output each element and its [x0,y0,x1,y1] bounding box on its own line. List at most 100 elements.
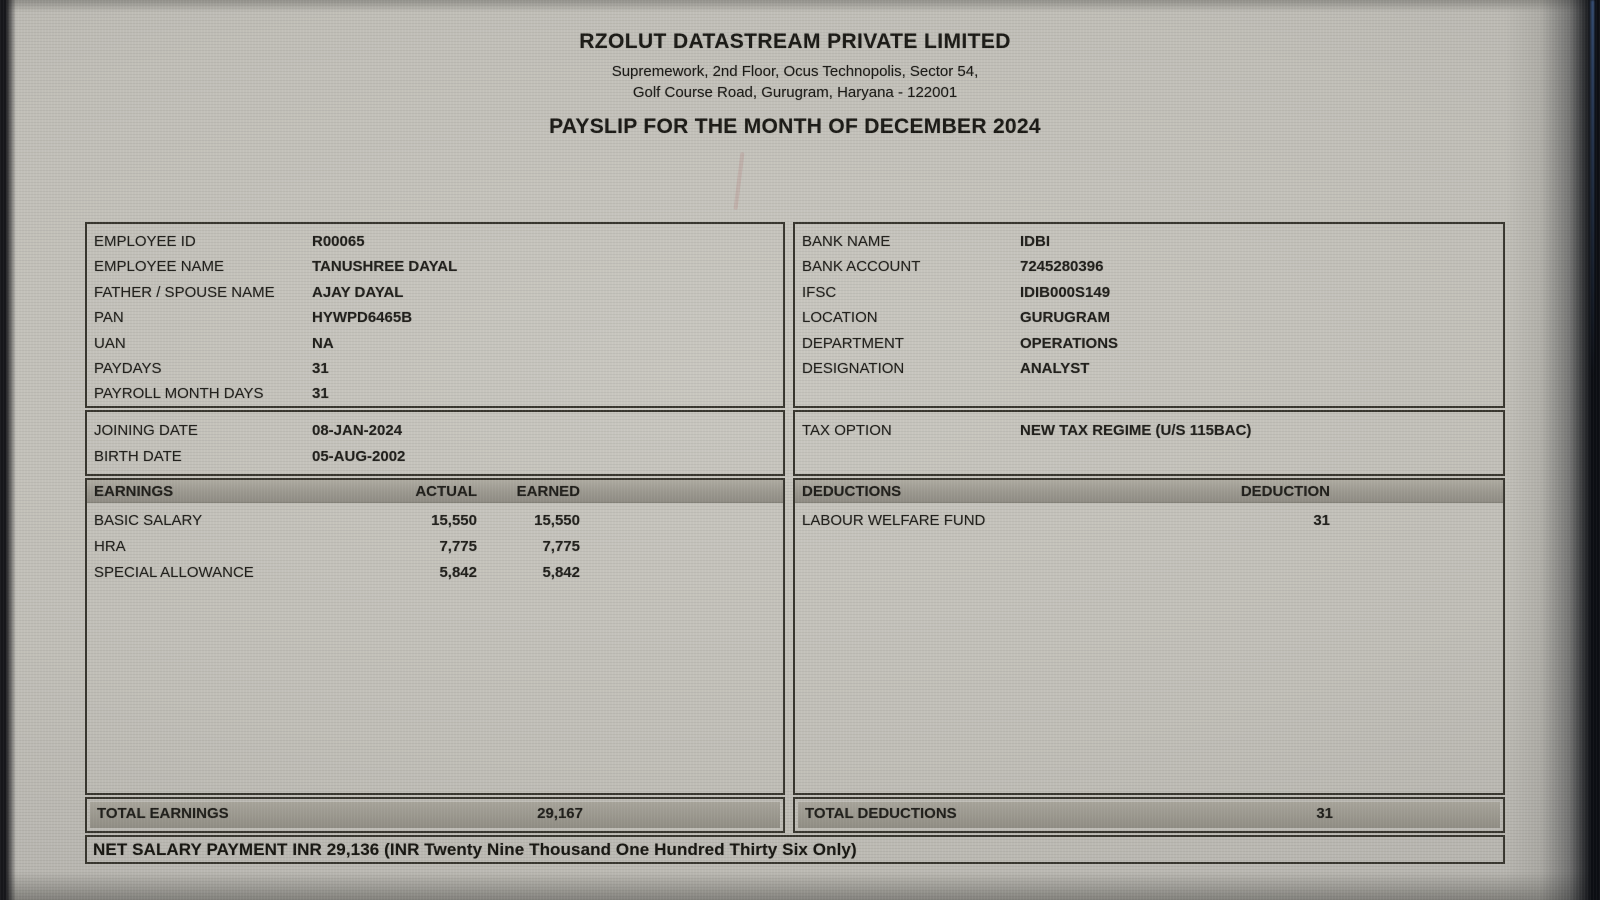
deduction-label: LABOUR WELFARE FUND [802,512,986,529]
photo-edge-bottom [0,872,1600,900]
info-row: BIRTH DATE 05-AUG-2002 [87,444,783,470]
field-value: TANUSHREE DAYAL [312,258,458,276]
info-row: LOCATION GURUGRAM [795,305,1503,330]
deductions-row: LABOUR WELFARE FUND 31 [795,508,1503,534]
field-value: R00065 [312,233,365,250]
total-earnings-value: 29,167 [537,805,583,822]
earning-label: SPECIAL ALLOWANCE [94,564,254,581]
field-value: 08-JAN-2024 [312,422,403,439]
address-line-2: Golf Course Road, Gurugram, Haryana - 12… [632,84,958,101]
tax-option-panel: TAX OPTION NEW TAX REGIME (U/S 115BAC) [793,410,1505,476]
photo-edge-left [0,0,16,900]
info-row: PAN HYWPD6465B [87,305,783,330]
earnings-panel: EARNINGS ACTUAL EARNED BASIC SALARY 15,5… [85,478,785,795]
address-line-1: Supremework, 2nd Floor, Ocus Technopolis… [611,63,979,80]
field-label: IFSC [802,283,837,301]
deductions-title: DEDUCTIONS [802,483,902,500]
total-earnings-bar: TOTAL EARNINGS 29,167 [90,802,780,828]
field-label: BANK NAME [802,233,891,250]
earnings-deductions-section: EARNINGS ACTUAL EARNED BASIC SALARY 15,5… [85,478,1505,795]
earnings-row: SPECIAL ALLOWANCE 5,842 5,842 [87,560,783,586]
total-earnings-cell: TOTAL EARNINGS 29,167 [85,797,785,833]
field-label: DESIGNATION [802,360,905,378]
field-label: LOCATION [802,309,878,327]
earning-actual: 15,550 [431,512,477,529]
column-earned: EARNED [516,483,580,500]
dates-panel: JOINING DATE 08-JAN-2024 BIRTH DATE 05-AUG… [85,410,785,476]
info-row: PAYDAYS 31 [87,356,783,381]
earnings-header-bar: EARNINGS ACTUAL EARNED [87,480,783,503]
info-row: PAYROLL MONTH DAYS 31 [87,381,783,406]
field-value: NEW TAX REGIME (U/S 115BAC) [1020,422,1252,439]
earnings-row: HRA 7,775 7,775 [87,534,783,560]
info-row: EMPLOYEE NAME TANUSHREE DAYAL [87,254,783,279]
deduction-amount: 31 [1313,512,1330,529]
earning-earned: 5,842 [542,564,580,581]
field-label: JOINING DATE [94,422,198,439]
earnings-row: BASIC SALARY 15,550 15,550 [87,508,783,534]
bank-info-panel: BANK NAME IDBI BANK ACCOUNT 7245280396 IFS… [793,222,1505,408]
info-row: TAX OPTION NEW TAX REGIME (U/S 115BAC) [795,418,1503,444]
field-value: IDBI [1020,233,1050,250]
earning-earned: 7,775 [542,538,580,555]
photo-edge-top [0,0,1600,12]
field-label: EMPLOYEE ID [94,233,196,250]
field-value: 05-AUG-2002 [312,448,406,465]
field-label: TAX OPTION [802,422,892,439]
info-row: BANK NAME IDBI [795,229,1503,254]
earning-earned: 15,550 [534,512,580,529]
field-label: BANK ACCOUNT [802,258,921,276]
info-row: EMPLOYEE ID R00065 [87,229,783,254]
field-value: GURUGRAM [1020,309,1110,327]
deductions-rows: LABOUR WELFARE FUND 31 [795,503,1503,534]
info-section: EMPLOYEE ID R00065 EMPLOYEE NAME TANUSHREE… [85,222,1505,408]
earnings-title: EARNINGS [94,483,174,500]
field-label: PAYDAYS [94,360,162,378]
field-value: NA [312,334,334,352]
company-address: Supremework, 2nd Floor, Ocus Technopolis… [85,61,1505,103]
field-value: IDIB000S149 [1020,283,1111,301]
employee-info-panel: EMPLOYEE ID R00065 EMPLOYEE NAME TANUSHREE… [85,222,785,408]
info-row: JOINING DATE 08-JAN-2024 [87,418,783,444]
field-label: UAN [94,334,126,352]
field-value: 7245280396 [1020,258,1104,276]
field-value: OPERATIONS [1020,334,1119,352]
field-label: PAN [94,309,124,327]
column-deduction: DEDUCTION [1240,483,1330,500]
dates-section: JOINING DATE 08-JAN-2024 BIRTH DATE 05-AUG… [85,410,1505,476]
field-label: PAYROLL MONTH DAYS [94,385,264,403]
payslip-title: PAYSLIP FOR THE MONTH OF DECEMBER 2024 [549,115,1041,138]
info-row: FATHER / SPOUSE NAME AJAY DAYAL [87,280,783,305]
info-row: DEPARTMENT OPERATIONS [795,331,1503,356]
field-value: ANALYST [1020,360,1090,378]
earning-actual: 7,775 [439,538,477,555]
info-row: BANK ACCOUNT 7245280396 [795,254,1503,279]
totals-section: TOTAL EARNINGS 29,167 TOTAL DEDUCTIONS 3… [85,797,1505,833]
deductions-header-bar: DEDUCTIONS DEDUCTION [795,480,1503,503]
earning-label: BASIC SALARY [94,512,203,529]
field-label: BIRTH DATE [94,448,182,465]
earning-actual: 5,842 [439,564,477,581]
total-deductions-value: 31 [1316,805,1333,822]
field-label: FATHER / SPOUSE NAME [94,283,275,301]
column-actual: ACTUAL [415,483,477,500]
total-deductions-label: TOTAL DEDUCTIONS [805,805,957,822]
field-label: DEPARTMENT [802,334,904,352]
info-row: IFSC IDIB000S149 [795,280,1503,305]
field-value: AJAY DAYAL [312,283,404,301]
info-row: UAN NA [87,331,783,356]
company-name: RZOLUT DATASTREAM PRIVATE LIMITED [579,30,1011,53]
total-earnings-label: TOTAL EARNINGS [97,805,229,822]
payslip-table: EMPLOYEE ID R00065 EMPLOYEE NAME TANUSHREE… [85,222,1505,864]
document-header: RZOLUT DATASTREAM PRIVATE LIMITED Suprem… [85,30,1505,139]
field-value: 31 [312,360,329,378]
total-deductions-bar: TOTAL DEDUCTIONS 31 [798,802,1500,828]
info-row: DESIGNATION ANALYST [795,356,1503,381]
total-deductions-cell: TOTAL DEDUCTIONS 31 [793,797,1505,833]
field-value: HYWPD6465B [312,309,413,327]
photo-edge-right [1505,0,1600,900]
net-salary-row: NET SALARY PAYMENT INR 29,136 (INR Twent… [85,835,1505,864]
earning-label: HRA [94,538,126,555]
field-label: EMPLOYEE NAME [94,258,225,276]
